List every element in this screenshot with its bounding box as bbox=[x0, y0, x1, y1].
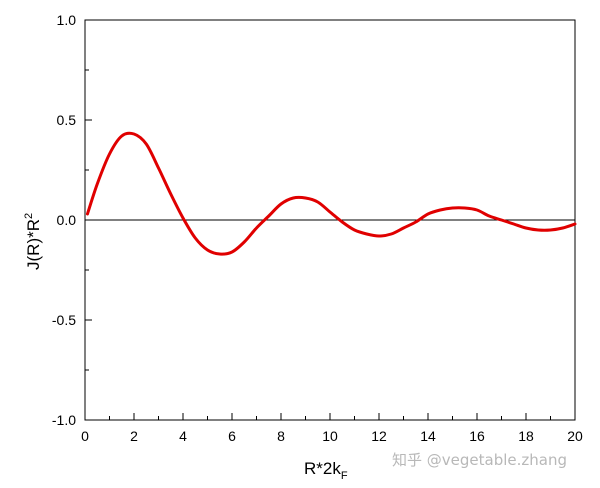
x-tick-label: 12 bbox=[371, 428, 387, 444]
x-tick-label: 20 bbox=[567, 428, 583, 444]
y-tick-label: -0.5 bbox=[52, 312, 76, 328]
x-tick-label: 10 bbox=[322, 428, 338, 444]
x-tick-label: 14 bbox=[420, 428, 436, 444]
x-axis-label: R*2kF bbox=[304, 459, 348, 482]
x-tick-label: 0 bbox=[81, 428, 89, 444]
y-axis-label: J(R)*R2 bbox=[23, 213, 43, 270]
x-tick-label: 2 bbox=[130, 428, 138, 444]
y-tick-label: -1.0 bbox=[52, 412, 76, 428]
x-tick-label: 18 bbox=[518, 428, 534, 444]
y-tick-label: 0.0 bbox=[57, 212, 77, 228]
y-tick-label: 1.0 bbox=[57, 12, 77, 28]
x-tick-label: 8 bbox=[277, 428, 285, 444]
x-tick-label: 4 bbox=[179, 428, 187, 444]
series-line bbox=[85, 131, 577, 256]
watermark: 知乎 @vegetable.zhang bbox=[392, 451, 567, 469]
y-axis-ticks: 1.0 0.5 0.0 -0.5 -1.0 bbox=[52, 12, 92, 428]
y-tick-label: 0.5 bbox=[57, 112, 77, 128]
x-axis-ticks: 0 2 4 6 8 10 12 14 16 18 20 bbox=[81, 413, 583, 444]
x-tick-label: 6 bbox=[228, 428, 236, 444]
x-tick-label: 16 bbox=[469, 428, 485, 444]
